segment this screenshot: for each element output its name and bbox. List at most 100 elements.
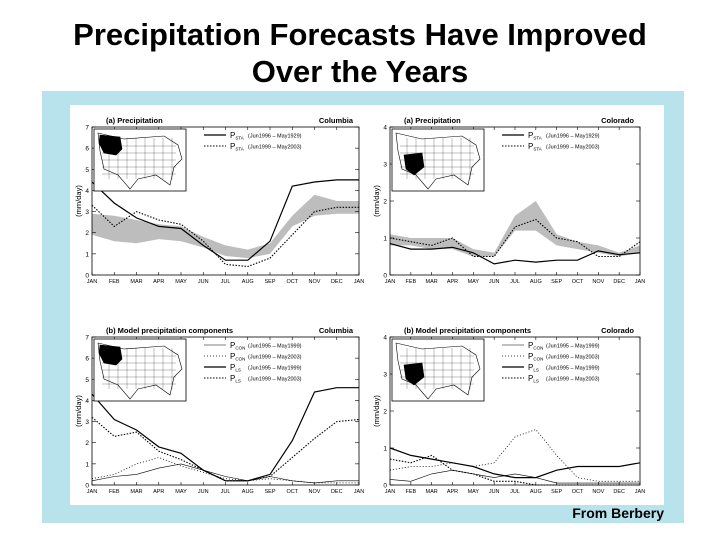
x-tick-label: MAY (468, 489, 480, 495)
x-tick-label: AUG (242, 279, 254, 285)
x-tick-label: MAY (175, 279, 187, 285)
x-tick-label: MAY (175, 489, 187, 495)
map-coastline (395, 132, 481, 190)
legend-period: (Jun1995 – May1999) (546, 366, 600, 372)
series-line-4 (389, 454, 640, 486)
chart-panel-label: (b) Model precipitation components (106, 326, 233, 335)
legend-period: (Jun1995 – May1999) (546, 344, 600, 350)
series-line-1 (389, 469, 640, 484)
x-tick-label: JAN (87, 279, 97, 285)
chart-3: (b) Model precipitation components Columb… (74, 326, 364, 495)
legend-period: (Jun1996 – May1929) (248, 134, 302, 140)
x-tick-label: OCT (286, 489, 298, 495)
legend-symbol: PSTA (230, 131, 244, 141)
x-tick-label: MAR (426, 279, 438, 285)
x-tick-label: AUG (242, 489, 254, 495)
x-tick-label: JUN (198, 489, 209, 495)
y-tick-label: 3 (383, 372, 387, 379)
map-region-highlight (98, 134, 123, 156)
x-tick-label: OCT (286, 279, 298, 285)
legend-symbol: PSTA (528, 131, 542, 141)
x-tick-label: SEP (264, 279, 275, 285)
legend-symbol: PLS (528, 363, 539, 373)
y-tick-label: 1 (383, 446, 387, 453)
y-tick-label: 1 (383, 236, 387, 243)
plot-frame (91, 126, 360, 276)
spread-band (390, 201, 640, 257)
plot-frame (91, 336, 360, 486)
x-tick-label: FEB (109, 279, 120, 285)
legend-symbol: PCON (528, 341, 543, 351)
x-tick-label: JAN (354, 279, 364, 285)
x-tick-label: DEC (331, 489, 343, 495)
y-tick-label: 1 (85, 461, 89, 468)
inset-map (93, 338, 187, 402)
chart-region-label: Columbia (319, 326, 354, 335)
legend-period: (Jun1999 – May2003) (546, 377, 600, 383)
x-tick-label: APR (153, 489, 164, 495)
x-tick-label: NOV (309, 489, 321, 495)
legend-subscript: STA (235, 147, 243, 152)
x-tick-label: MAR (426, 489, 438, 495)
y-tick-label: 3 (85, 419, 89, 426)
series-line-2 (389, 218, 641, 258)
legend-period: (Jun1995 – May1999) (248, 344, 302, 350)
x-tick-label: JUN (489, 279, 500, 285)
x-tick-label: DEC (331, 279, 343, 285)
chart-region-label: Columbia (319, 116, 354, 125)
x-tick-label: JAN (385, 279, 395, 285)
x-tick-label: JUN (489, 489, 500, 495)
legend-period: (Jun1999 – May2003) (248, 377, 302, 383)
legend-subscript: STA (533, 147, 541, 152)
inset-map (391, 128, 485, 192)
x-tick-label: JUL (221, 489, 231, 495)
y-tick-label: 5 (85, 377, 89, 384)
y-tick-label: 6 (85, 146, 89, 153)
x-tick-label: APR (153, 279, 164, 285)
legend-subscript: CON (235, 357, 245, 362)
y-tick-label: 6 (85, 356, 89, 363)
legend-symbol: PCON (230, 352, 245, 362)
series-line-2 (389, 429, 640, 482)
legend-symbol: PCON (528, 352, 543, 362)
map-region-highlight (403, 152, 425, 176)
credit-text: From Berbery (572, 505, 664, 521)
x-tick-label: NOV (592, 279, 604, 285)
x-tick-label: FEB (109, 489, 120, 495)
y-tick-label: 2 (85, 440, 89, 447)
y-tick-label: 4 (85, 398, 89, 405)
legend-subscript: CON (235, 346, 245, 351)
x-tick-label: FEB (405, 489, 416, 495)
chart-2: (a) Precipitation Colorado (mm/day) 0 1 2 3 4 JA… (372, 116, 645, 285)
series-line-2 (91, 457, 359, 484)
x-tick-label: DEC (613, 489, 625, 495)
y-axis-label: (mm/day) (74, 185, 83, 217)
inset-map (93, 128, 187, 192)
legend-subscript: CON (533, 346, 543, 351)
y-tick-label: 7 (85, 125, 89, 132)
legend-period: (Jun1999 – May2003) (248, 145, 302, 151)
x-tick-label: JUL (510, 489, 520, 495)
x-tick-label: AUG (530, 279, 542, 285)
x-tick-label: APR (447, 279, 458, 285)
chart-region-label: Colorado (601, 116, 634, 125)
y-tick-label: 7 (85, 335, 89, 342)
x-tick-label: MAY (468, 279, 480, 285)
x-tick-label: OCT (572, 489, 584, 495)
x-tick-label: AUG (530, 489, 542, 495)
slide-title-line2: Over the Years (251, 54, 469, 89)
legend-period: (Jun1995 – May1999) (248, 366, 302, 372)
x-tick-label: NOV (309, 279, 321, 285)
y-tick-label: 4 (383, 335, 387, 342)
figure-area: (a) Precipitation Columbia (mm/day) 0 1 2 3 4 5 6… (70, 105, 664, 505)
y-tick-label: 3 (383, 162, 387, 169)
slide-title-line1: Precipitation Forecasts Have Improved (73, 17, 647, 52)
y-axis-label: (mm/day) (74, 395, 83, 427)
legend-period: (Jun1996 – May1929) (546, 134, 600, 140)
chart-panel-label: (a) Precipitation (106, 116, 163, 125)
legend-subscript: CON (533, 357, 543, 362)
legend-symbol: PCON (230, 341, 245, 351)
x-tick-label: SEP (551, 489, 562, 495)
x-tick-label: NOV (592, 489, 604, 495)
x-tick-label: MAR (130, 279, 142, 285)
